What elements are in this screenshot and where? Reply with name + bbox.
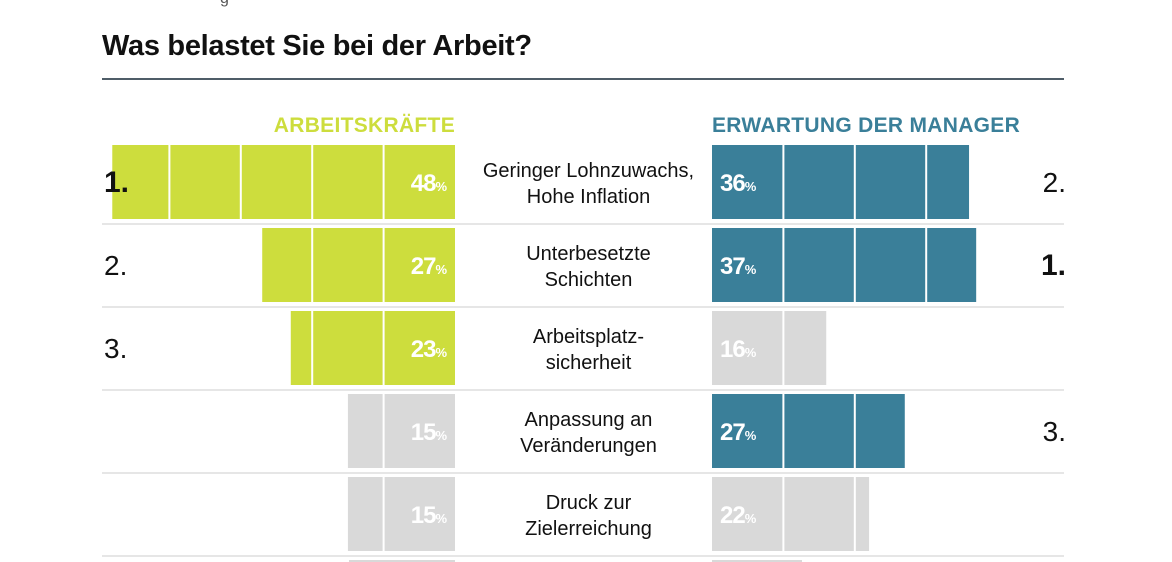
title-divider (102, 78, 1064, 80)
value-label-workers: 23% (411, 336, 448, 363)
rank-managers: 1. (1041, 249, 1066, 282)
category-label: Geringer Lohnzuwachs, Hohe Inflation (483, 160, 694, 208)
value-label-workers: 15% (411, 502, 448, 529)
bar-workers (347, 394, 455, 468)
rank-workers: 1. (104, 166, 129, 199)
bar-managers (712, 311, 827, 385)
rank-managers: 3. (1043, 416, 1066, 447)
category-label: Unterbesetzte Schichten (526, 243, 651, 291)
value-label-workers: 27% (411, 253, 448, 280)
bar-workers (262, 228, 455, 302)
bar-workers (290, 311, 455, 385)
bar-managers (712, 394, 905, 468)
category-label: Druck zur Zielerreichung (525, 492, 652, 540)
legend-managers: ERWARTUNG DER MANAGER (712, 114, 1021, 137)
bar-workers (347, 477, 455, 551)
chart-title: Was belastet Sie bei der Arbeit? (102, 30, 532, 62)
bar-workers-next-clipped (349, 560, 455, 562)
bar-managers (712, 228, 977, 302)
value-label-managers: 22% (720, 502, 757, 529)
category-label: Arbeitsplatz-sicherheit (533, 326, 644, 374)
legend-workers: ARBEITSKRÄFTE (273, 114, 455, 137)
value-label-managers: 36% (720, 170, 757, 197)
clipped-caption-top: g (220, 0, 229, 8)
value-label-managers: 16% (720, 336, 757, 363)
rank-managers: 2. (1043, 167, 1066, 198)
rank-workers: 2. (104, 250, 127, 281)
bar-workers (112, 145, 455, 219)
bar-managers (712, 477, 870, 551)
category-label: Anpassung an Veränderungen (520, 409, 657, 457)
value-label-workers: 15% (411, 419, 448, 446)
bar-managers-next-clipped (712, 560, 802, 562)
value-label-managers: 37% (720, 253, 757, 280)
rank-workers: 3. (104, 333, 127, 364)
value-label-workers: 48% (411, 170, 448, 197)
value-label-managers: 27% (720, 419, 757, 446)
